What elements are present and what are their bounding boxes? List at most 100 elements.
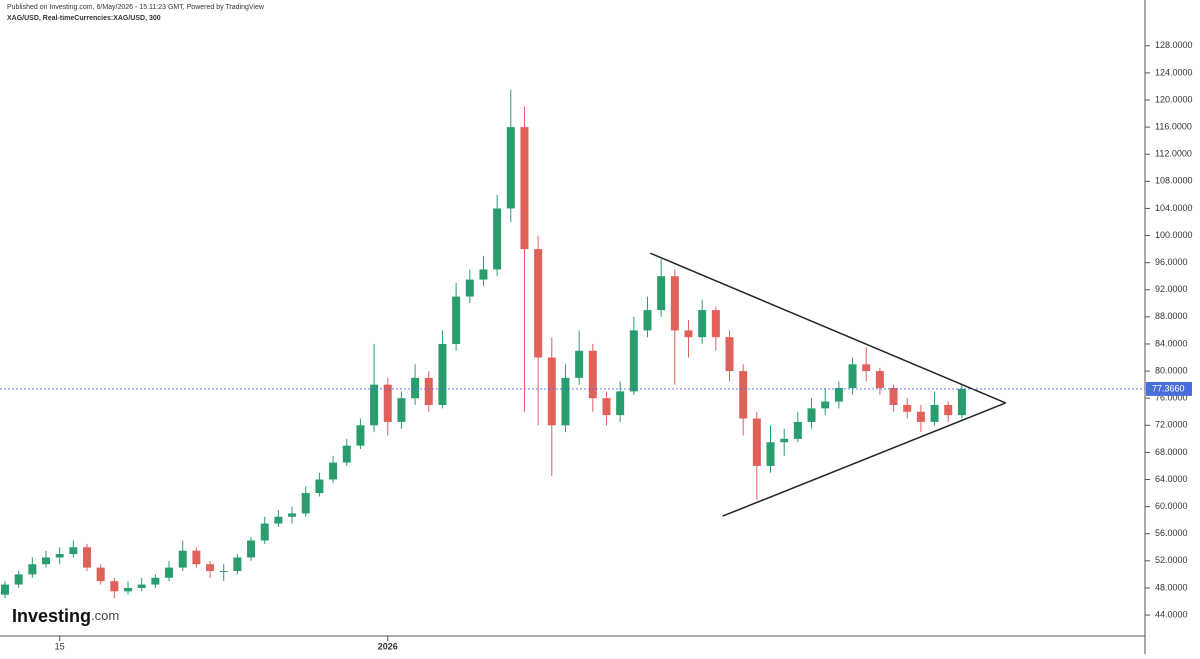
candle-body [1, 584, 9, 595]
candle-body [288, 513, 297, 517]
candle-body [534, 249, 543, 358]
candle-body [356, 425, 365, 446]
y-tick-label: 68.0000 [1155, 447, 1188, 457]
candle-body [588, 350, 597, 399]
candle-body [55, 554, 64, 558]
y-tick-label: 92.0000 [1155, 284, 1188, 294]
candle-body [575, 350, 584, 378]
candle-body [14, 574, 23, 585]
candle-body [698, 310, 707, 338]
candle-body [274, 516, 283, 524]
y-tick-label: 56.0000 [1155, 528, 1188, 538]
candle-body [315, 479, 324, 494]
candle-body [602, 398, 611, 416]
candle-body [957, 388, 966, 416]
candle-body [875, 371, 884, 389]
y-tick-label: 100.0000 [1155, 230, 1193, 240]
candle-body [438, 343, 447, 405]
y-tick-label: 72.0000 [1155, 420, 1188, 430]
candle-body [657, 276, 666, 311]
candle-body [219, 571, 228, 573]
y-tick-label: 96.0000 [1155, 257, 1188, 267]
candle-body [165, 567, 174, 578]
y-tick-label: 88.0000 [1155, 311, 1188, 321]
candle-body [916, 411, 925, 422]
candle-body [110, 581, 119, 592]
y-tick-label: 52.0000 [1155, 555, 1188, 565]
candle-body [752, 418, 761, 466]
y-tick-label: 128.0000 [1155, 40, 1193, 50]
candle-body [301, 493, 310, 514]
candle-body [711, 310, 720, 338]
candle-body [178, 550, 187, 568]
candle-body [848, 364, 857, 389]
candle-body [670, 276, 679, 331]
y-tick-label: 44.0000 [1155, 609, 1188, 619]
logo-suffix: .com [91, 608, 119, 623]
trendline [649, 252, 1006, 404]
candle-body [69, 547, 78, 555]
last-price-label: 77.3660 [1152, 383, 1185, 393]
candle-body [342, 445, 351, 463]
candle-body [506, 127, 515, 209]
candle-body [616, 391, 625, 416]
candle-body [944, 404, 953, 416]
candle-body [903, 404, 912, 412]
y-tick-label: 48.0000 [1155, 582, 1188, 592]
candle-body [629, 330, 638, 392]
candle-body [479, 269, 488, 280]
y-tick-label: 60.0000 [1155, 501, 1188, 511]
candle-body [452, 296, 461, 344]
candle-body [821, 401, 830, 409]
candle-body [780, 438, 789, 443]
published-note: Published on Investing.com, 6/May/2026 -… [7, 4, 265, 11]
candle-body [643, 310, 652, 331]
candle-body [397, 398, 406, 422]
symbol-label: XAG/USD, Real-timeCurrencies:XAG/USD, 30… [7, 15, 161, 22]
candle-body [137, 584, 146, 588]
candle-body [793, 421, 802, 439]
candle-body [28, 564, 37, 575]
y-tick-label: 112.0000 [1155, 149, 1192, 159]
y-tick-label: 120.0000 [1155, 94, 1193, 104]
candle-body [465, 279, 474, 297]
candle-body [42, 557, 51, 565]
y-tick-label: 116.0000 [1155, 121, 1192, 131]
y-tick-label: 104.0000 [1155, 203, 1193, 213]
candle-body [930, 404, 939, 422]
candle-body [233, 557, 242, 572]
candle-body [83, 547, 92, 568]
candle-body [383, 384, 392, 422]
candle-body [862, 364, 871, 372]
candle-body [561, 377, 570, 426]
candle-body [725, 337, 734, 372]
candle-body [547, 357, 556, 426]
candle-body [329, 462, 338, 480]
candle-body [424, 377, 433, 405]
candle-body [807, 408, 816, 422]
candle-body [520, 127, 529, 250]
last-price-badge [1146, 381, 1192, 396]
x-tick-label: 2026 [378, 641, 398, 651]
candle-body [206, 564, 215, 572]
logo-brand: Investing [12, 606, 91, 626]
y-tick-label: 124.0000 [1155, 67, 1193, 77]
candle-body [889, 388, 898, 405]
candle-body [493, 208, 502, 270]
candle-body [96, 567, 105, 582]
x-tick-label: 15 [55, 641, 65, 651]
candle-body [411, 377, 420, 399]
candle-body [370, 384, 379, 426]
y-tick-label: 84.0000 [1155, 338, 1188, 348]
y-tick-label: 76.0000 [1155, 393, 1188, 403]
y-tick-label: 80.0000 [1155, 365, 1188, 375]
candle-body [766, 442, 775, 466]
candle-body [124, 587, 133, 592]
candle-body [260, 523, 269, 541]
candle-body [739, 371, 748, 419]
candle-body [247, 540, 256, 558]
y-tick-label: 108.0000 [1155, 176, 1193, 186]
